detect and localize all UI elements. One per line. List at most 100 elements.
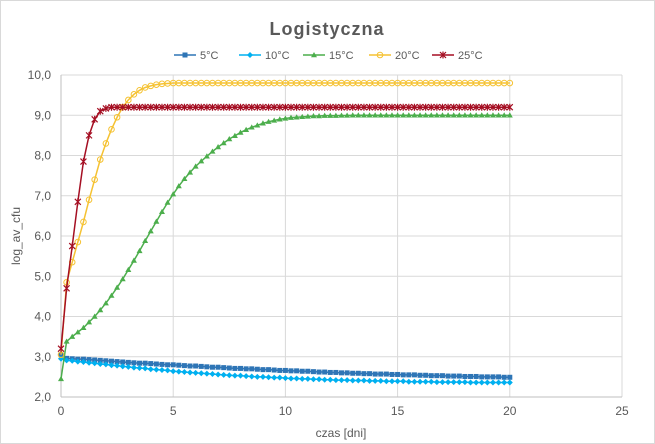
data-point	[456, 379, 463, 386]
data-point	[271, 374, 278, 381]
data-point	[298, 103, 306, 111]
data-point	[316, 369, 322, 375]
legend-item: 25°C	[432, 50, 483, 62]
data-point	[451, 373, 457, 379]
data-point	[400, 112, 407, 118]
data-point	[360, 103, 368, 111]
data-point	[86, 357, 92, 363]
x-tick-label: 0	[58, 404, 65, 418]
series-1	[58, 355, 513, 386]
data-point	[204, 364, 210, 370]
data-point	[164, 367, 171, 374]
data-point	[501, 379, 508, 386]
data-point	[114, 284, 121, 290]
legend-marker	[247, 52, 253, 58]
data-point	[343, 103, 351, 111]
data-point	[461, 379, 468, 386]
data-point	[304, 113, 311, 119]
data-point	[270, 103, 278, 111]
data-point	[500, 103, 508, 111]
data-point	[108, 292, 115, 298]
data-point	[131, 360, 137, 366]
data-point	[148, 361, 154, 367]
data-point	[507, 374, 513, 380]
data-point	[489, 103, 497, 111]
data-point	[316, 376, 323, 383]
data-point	[209, 371, 216, 378]
data-point	[468, 373, 474, 379]
data-point	[113, 103, 121, 111]
data-point	[354, 103, 362, 111]
data-point	[310, 369, 316, 375]
data-point	[478, 103, 486, 111]
legend-item: 10°C	[239, 50, 290, 62]
data-point	[428, 378, 435, 385]
data-point	[225, 103, 233, 111]
legend-label: 10°C	[265, 50, 290, 62]
data-point	[147, 228, 154, 234]
data-point	[377, 112, 384, 118]
data-point	[389, 371, 395, 377]
gridlines	[60, 74, 623, 398]
data-point	[271, 117, 278, 123]
data-point	[203, 153, 210, 159]
data-point	[57, 345, 65, 353]
data-point	[170, 362, 176, 368]
data-point	[170, 191, 177, 197]
data-point	[69, 357, 76, 364]
legend: 5°C 10°C 15°C 20°C 25°C	[174, 50, 483, 62]
legend-marker	[311, 52, 317, 58]
data-point	[450, 379, 457, 386]
data-point	[198, 158, 205, 164]
data-point	[192, 103, 200, 111]
data-point	[215, 371, 222, 378]
data-point	[422, 378, 429, 385]
data-point	[80, 358, 87, 365]
data-point	[395, 371, 401, 377]
data-point	[119, 276, 126, 282]
data-point	[175, 368, 182, 375]
data-point	[372, 112, 379, 118]
data-point	[153, 366, 160, 373]
data-point	[489, 112, 496, 118]
data-point	[394, 103, 402, 111]
data-point	[203, 370, 210, 377]
data-point	[147, 103, 155, 111]
data-point	[428, 373, 434, 379]
data-point	[484, 112, 491, 118]
data-point	[366, 112, 373, 118]
data-point	[91, 313, 98, 319]
data-point	[102, 140, 110, 147]
data-point	[350, 370, 356, 376]
legend-item: 15°C	[303, 50, 354, 62]
data-point	[254, 366, 260, 372]
data-point	[248, 373, 255, 380]
data-point	[422, 103, 430, 111]
data-point	[411, 372, 417, 378]
data-point	[400, 378, 407, 385]
data-point	[445, 379, 452, 386]
data-point	[119, 103, 127, 111]
data-point	[187, 169, 194, 175]
data-point	[276, 374, 283, 381]
legend-marker	[376, 51, 384, 59]
data-point	[130, 257, 137, 263]
y-tick-label: 4,0	[34, 310, 51, 324]
data-point	[299, 375, 306, 382]
data-point	[266, 367, 272, 373]
data-point	[74, 329, 81, 335]
data-point	[175, 103, 183, 111]
data-point	[91, 176, 98, 183]
data-point	[472, 103, 480, 111]
x-axis-title: czas [dni]	[316, 426, 367, 440]
data-point	[86, 319, 93, 325]
data-point	[456, 112, 463, 118]
data-point	[310, 113, 317, 119]
data-point	[400, 372, 406, 378]
data-point	[372, 377, 379, 384]
data-point	[338, 377, 345, 384]
data-point	[271, 367, 277, 373]
data-point	[321, 103, 329, 111]
data-point	[86, 359, 93, 366]
data-point	[130, 103, 138, 111]
